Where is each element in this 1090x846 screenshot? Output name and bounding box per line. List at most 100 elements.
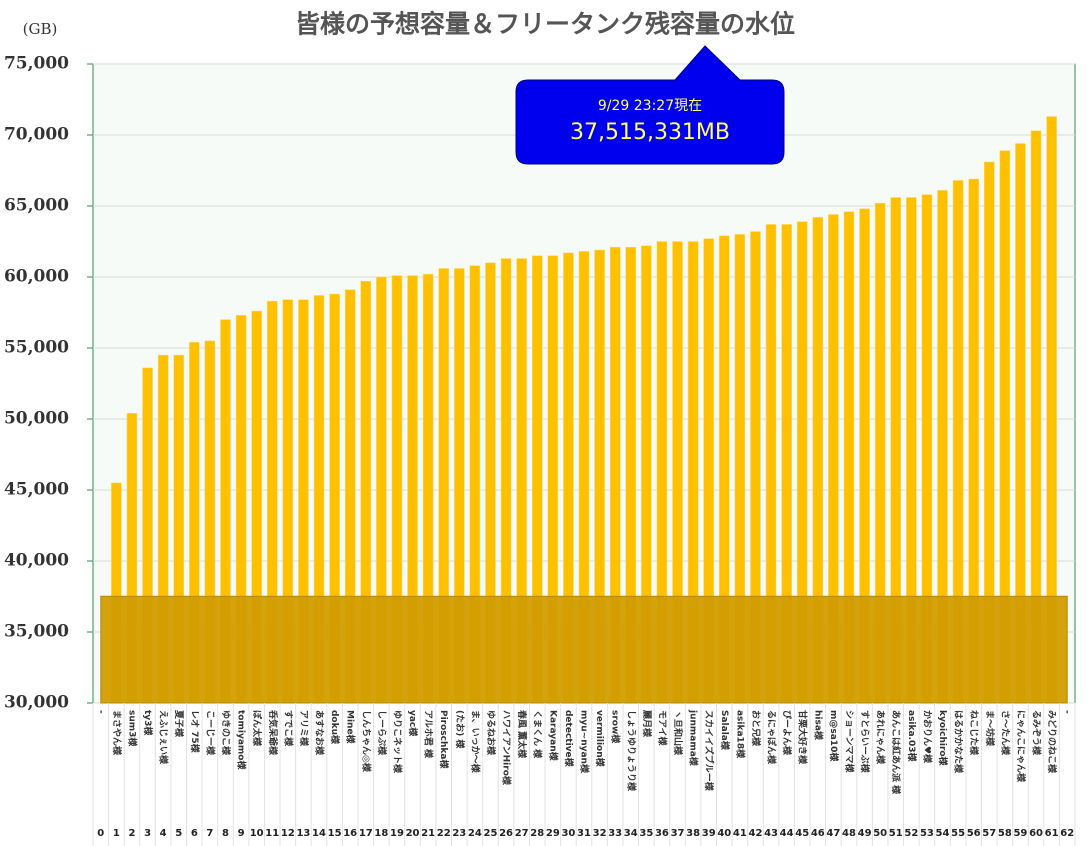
category-name: Mine様: [345, 710, 357, 745]
x-tick-label: 49: [858, 828, 872, 839]
x-tick-label: 45: [795, 828, 809, 839]
annotation-value: 37,515,331MB: [570, 120, 730, 145]
category-name: にゃんこにゃん様: [1015, 710, 1027, 783]
category-name: hisa様: [812, 710, 824, 741]
x-tick-label: 30: [561, 828, 575, 839]
category-name: スカイイズブルー様: [703, 710, 715, 792]
x-tick-label: 31: [577, 828, 591, 839]
x-tick-label: 52: [904, 828, 918, 839]
category-name: レオ 75様: [189, 710, 201, 754]
x-tick-label: 35: [639, 828, 653, 839]
x-tick-label: 16: [343, 828, 357, 839]
category-name: ゆきのこ様: [220, 710, 232, 756]
x-tick-label: 33: [608, 828, 622, 839]
category-name: モアイ様: [656, 710, 668, 747]
y-tick-label: 70,000: [4, 125, 69, 145]
category-name: vermilion様: [594, 710, 606, 768]
x-tick-label: 28: [530, 828, 544, 839]
category-name: はるかかなた様: [953, 710, 965, 774]
category-name: asika18様: [734, 710, 746, 759]
x-tick-label: 48: [842, 828, 856, 839]
category-name: しんちゃん◎様: [360, 710, 372, 773]
category-name: doku様: [329, 710, 341, 745]
category-name: ま～坊様: [984, 710, 996, 747]
category-name: Salala様: [719, 710, 731, 751]
category-name: るにゃぽん様: [766, 710, 778, 765]
x-tick-label: 23: [452, 828, 466, 839]
x-tick-label: 55: [951, 828, 965, 839]
x-tick-label: 24: [468, 828, 482, 839]
x-tick-label: 8: [222, 828, 229, 839]
category-name: junmama様: [688, 709, 700, 767]
category-name: えふじぇい様: [158, 710, 170, 765]
category-name: sum3様: [126, 710, 138, 747]
category-name: tomiyamo様: [236, 710, 248, 770]
category-name: かおりん♥様: [921, 710, 933, 764]
y-tick-label: 40,000: [4, 551, 69, 571]
x-tick-label: 36: [655, 828, 669, 839]
x-tick-label: 38: [686, 828, 700, 839]
x-tick-label: 34: [624, 828, 638, 839]
category-name: yac様: [407, 710, 419, 737]
x-tick-label: 53: [920, 828, 934, 839]
x-tick-label: 4: [160, 828, 167, 839]
category-name: みどりのねこ様: [1046, 710, 1058, 774]
y-tick-label: 50,000: [4, 409, 69, 429]
y-tick-label: 30,000: [4, 693, 69, 713]
x-tick-label: 19: [390, 828, 404, 839]
x-tick-label: 57: [982, 828, 996, 839]
x-tick-label: 47: [826, 828, 840, 839]
water-level: [100, 595, 1068, 704]
x-tick-label: 7: [206, 828, 213, 839]
x-tick-label: 46: [811, 828, 825, 839]
category-name: detective様: [563, 710, 575, 768]
x-tick-label: 25: [484, 828, 498, 839]
category-name: ショーンママ様: [843, 710, 855, 774]
chart-title: 皆様の予想容量＆フリータンク残容量の水位: [295, 10, 795, 39]
x-tick-label: 21: [421, 828, 435, 839]
category-name: ゆるねお様: [485, 710, 497, 756]
category-name: ty3様: [142, 710, 154, 736]
y-tick-label: 65,000: [4, 196, 69, 216]
x-tick-label: 11: [265, 828, 279, 839]
category-name: ぴーよん様: [781, 710, 793, 756]
x-tick-label: 13: [296, 828, 310, 839]
x-tick-label: 59: [1013, 828, 1027, 839]
x-tick-label: 14: [312, 828, 326, 839]
category-name: 呑気呆爺様: [267, 709, 279, 756]
category-name: あれにゃん様: [875, 710, 887, 765]
category-name: Karayan様: [547, 710, 559, 762]
category-name: あすなお様: [314, 710, 326, 756]
category-name: -: [1062, 710, 1072, 714]
category-name: 春風 薫太様: [516, 709, 528, 759]
x-tick-label: 42: [748, 828, 762, 839]
callout-box: [515, 45, 785, 165]
category-name: しーらぷ様: [376, 710, 388, 756]
category-name: kyoichiro様: [937, 710, 949, 767]
x-tick-label: 41: [733, 828, 747, 839]
category-name: ま、いっか～様: [469, 710, 481, 774]
x-tick-label: 40: [717, 828, 731, 839]
x-tick-label: 60: [1029, 828, 1043, 839]
category-name: まさやん様: [111, 710, 123, 756]
category-name: アリミ様: [298, 710, 310, 747]
category-name: すでこ様: [282, 710, 294, 747]
x-tick-label: 27: [515, 828, 529, 839]
x-tick-label: 18: [374, 828, 388, 839]
y-tick-label: 55,000: [4, 338, 69, 358]
category-name: ぽん太様: [251, 710, 263, 747]
category-name: m@sa10様: [828, 710, 840, 762]
x-tick-label: 6: [191, 828, 198, 839]
category-name: さ～たん様: [999, 710, 1011, 756]
y-tick-label: 45,000: [4, 480, 69, 500]
x-tick-label: 0: [97, 828, 104, 839]
x-tick-label: 5: [175, 828, 182, 839]
x-tick-label: 15: [328, 828, 342, 839]
x-tick-label: 39: [702, 828, 716, 839]
x-tick-label: 22: [437, 828, 451, 839]
y-tick-label: 75,000: [4, 54, 69, 74]
category-name: myu~nyan様: [579, 710, 591, 774]
category-name: こーじー様: [204, 710, 216, 756]
category-name: るみぞう様: [1031, 710, 1043, 756]
